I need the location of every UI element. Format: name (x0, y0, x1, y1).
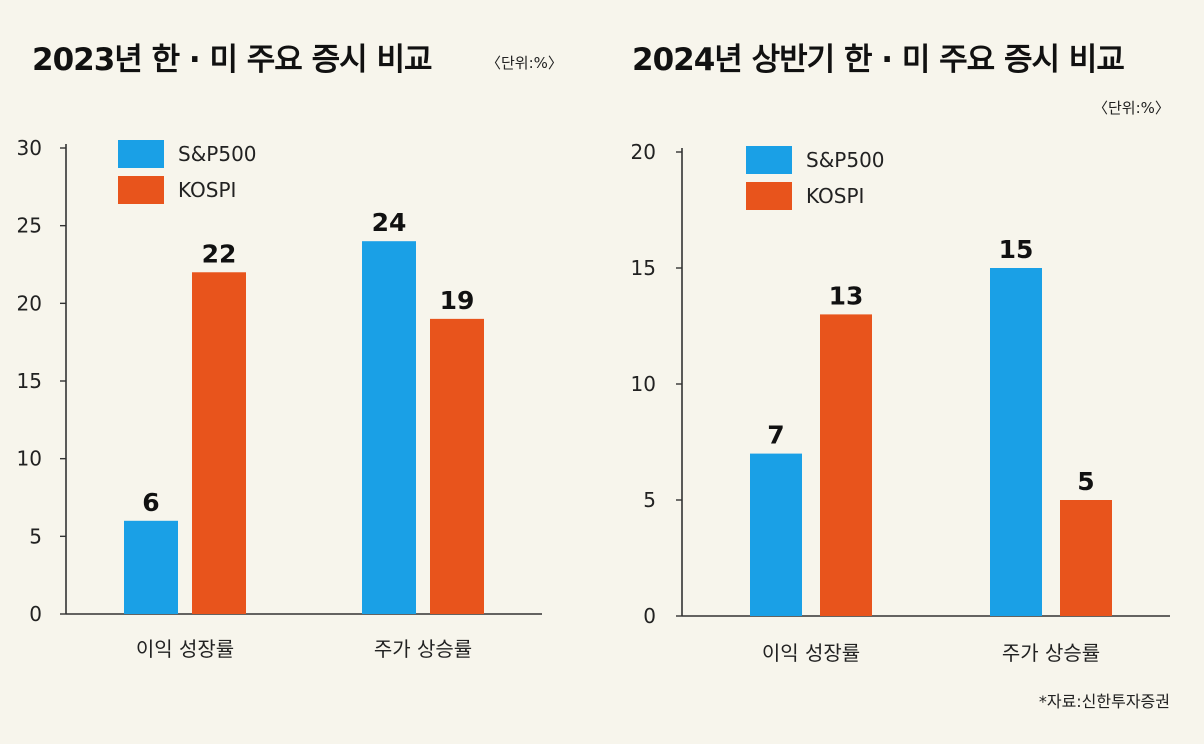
chart-2-unit-label: 〈단위:%〉 (1093, 99, 1170, 117)
x-category-label: 이익 성장률 (762, 641, 860, 665)
y-tick-label: 20 (17, 291, 42, 315)
legend-label: S&P500 (178, 142, 257, 166)
legend-swatch-sp500 (746, 146, 792, 174)
y-tick-label: 5 (29, 524, 42, 548)
bar-value-label: 15 (999, 235, 1034, 264)
x-category-label: 이익 성장률 (136, 637, 234, 661)
chart-2-plot: 0 5 10 15 20 S&P500 KOSPI 7 13 이익 성장률 15 5 주가 상승률 (631, 140, 1170, 665)
bar-value-label: 13 (829, 281, 864, 310)
chart-1-title: 2023년 한 · 미 주요 증시 비교 (32, 42, 432, 78)
bar-value-label: 24 (372, 208, 407, 237)
bar-sp500-1 (362, 241, 416, 614)
legend-swatch-kospi (746, 182, 792, 210)
bar-kospi-1 (1060, 500, 1112, 616)
y-tick-label: 0 (643, 604, 656, 628)
bar-value-label: 5 (1077, 467, 1094, 496)
x-category-label: 주가 상승률 (1002, 641, 1100, 665)
x-category-label: 주가 상승률 (374, 637, 472, 661)
bar-value-label: 7 (767, 421, 784, 450)
bar-value-label: 19 (440, 286, 475, 315)
legend-label: S&P500 (806, 148, 885, 172)
y-tick-label: 0 (29, 602, 42, 626)
bar-sp500-0 (750, 453, 802, 616)
y-tick-label: 20 (631, 140, 656, 164)
legend-swatch-kospi (118, 176, 164, 204)
source-note: *자료:신한투자증권 (1038, 692, 1170, 711)
legend-label: KOSPI (806, 184, 864, 208)
bar-kospi-0 (820, 314, 872, 616)
legend-label: KOSPI (178, 178, 236, 202)
bar-kospi-1 (430, 318, 484, 614)
bar-sp500-1 (990, 268, 1042, 616)
legend-swatch-sp500 (118, 140, 164, 168)
y-tick-label: 10 (17, 447, 42, 471)
chart-2-title: 2024년 상반기 한 · 미 주요 증시 비교 (632, 42, 1125, 78)
y-tick-label: 5 (643, 488, 656, 512)
bar-value-label: 22 (202, 239, 237, 268)
y-tick-label: 15 (17, 369, 42, 393)
y-tick-label: 30 (17, 136, 42, 160)
chart-1-plot: 0 5 10 15 20 25 30 S&P500 KOSPI 6 22 이익 성장률 24 19 주가 상… (17, 136, 542, 661)
y-tick-label: 15 (631, 256, 656, 280)
chart-1-unit-label: 〈단위:%〉 (486, 54, 563, 72)
y-tick-label: 10 (631, 372, 656, 396)
y-tick-label: 25 (17, 214, 42, 238)
bar-value-label: 6 (142, 488, 159, 517)
bar-sp500-0 (124, 520, 178, 614)
bar-kospi-0 (192, 272, 246, 614)
